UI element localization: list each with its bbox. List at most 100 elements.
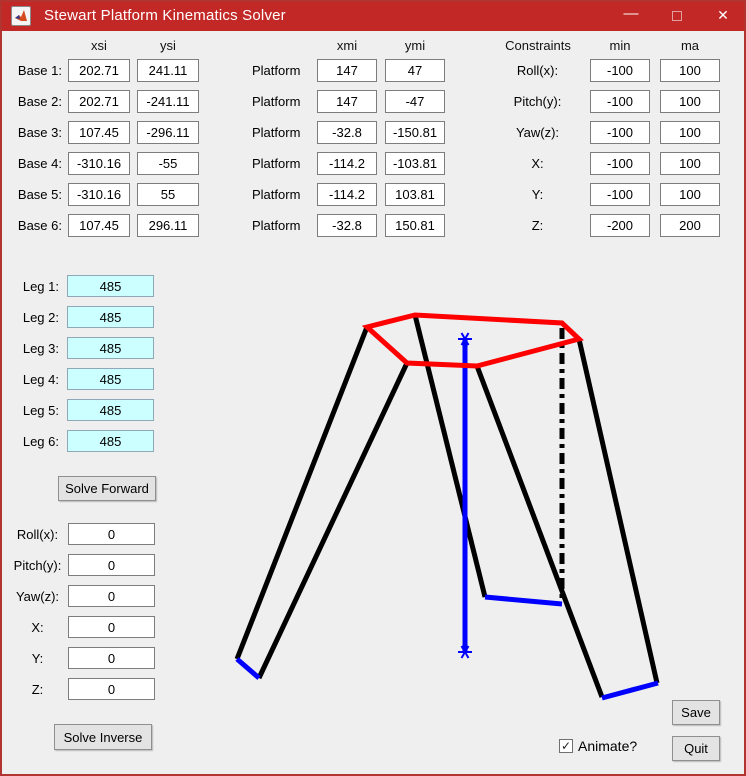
- base-row: Base 4:: [10, 152, 199, 175]
- constraint-max-input[interactable]: [660, 59, 720, 82]
- header-xmi: xmi: [336, 38, 358, 53]
- platform-xmi-input[interactable]: [317, 152, 377, 175]
- platform-row-label: Platform: [252, 187, 301, 202]
- window-title: Stewart Platform Kinematics Solver: [44, 7, 286, 24]
- constraint-row-label: Y:: [531, 187, 544, 202]
- platform-row: Platform: [252, 90, 445, 113]
- close-button[interactable]: ✕: [700, 2, 744, 31]
- constraint-min-input[interactable]: [590, 214, 650, 237]
- base-row-label: Base 3:: [17, 125, 62, 140]
- base-xsi-input[interactable]: [68, 152, 130, 175]
- platform-xmi-input[interactable]: [317, 59, 377, 82]
- leg-length-input[interactable]: [67, 337, 154, 359]
- constraint-max-input[interactable]: [660, 90, 720, 113]
- leg-row: Leg 2:: [10, 306, 154, 328]
- constraint-min-input[interactable]: [590, 90, 650, 113]
- base-row: Base 6:: [10, 214, 199, 237]
- platform-row-label: Platform: [252, 218, 301, 233]
- constraint-row: Y:: [490, 183, 720, 206]
- platform-ymi-input[interactable]: [385, 90, 445, 113]
- constraint-row-label: Z:: [531, 218, 544, 233]
- leg-length-input[interactable]: [67, 306, 154, 328]
- constraints-section: Roll(x): Pitch(y): Yaw(z): X: Y: Z:: [490, 59, 720, 245]
- leg-length-input[interactable]: [67, 430, 154, 452]
- leg-row-label: Leg 4:: [22, 371, 59, 387]
- platform-ring: [361, 312, 584, 369]
- animate-label: Animate?: [578, 738, 638, 754]
- pose-value-input[interactable]: [68, 554, 155, 576]
- leg-length-input[interactable]: [67, 399, 154, 421]
- animate-checkbox[interactable]: ✓: [559, 739, 573, 753]
- base-ysi-input[interactable]: [137, 214, 199, 237]
- leg-line: [256, 361, 410, 680]
- base-edge: [235, 657, 261, 680]
- base-ysi-input[interactable]: [137, 90, 199, 113]
- base-xsi-input[interactable]: [68, 59, 130, 82]
- base-edge: [484, 594, 563, 607]
- constraint-row: Roll(x):: [490, 59, 720, 82]
- base-xsi-input[interactable]: [68, 183, 130, 206]
- pose-value-input[interactable]: [68, 523, 155, 545]
- pose-row-label: Z:: [31, 681, 44, 697]
- base-row-label: Base 2:: [17, 94, 62, 109]
- constraint-max-input[interactable]: [660, 214, 720, 237]
- header-constraints: Constraints: [505, 38, 571, 53]
- checkmark-icon: ✓: [560, 739, 572, 753]
- matlab-icon: [11, 5, 31, 26]
- platform-ymi-input[interactable]: [385, 152, 445, 175]
- quit-button[interactable]: Quit: [672, 736, 720, 761]
- constraint-min-input[interactable]: [590, 59, 650, 82]
- base-edge: [601, 680, 659, 701]
- leg-length-input[interactable]: [67, 368, 154, 390]
- pose-value-input[interactable]: [68, 585, 155, 607]
- pose-value-input[interactable]: [68, 616, 155, 638]
- constraint-min-input[interactable]: [590, 121, 650, 144]
- base-xsi-input[interactable]: [68, 121, 130, 144]
- platform-xmi-input[interactable]: [317, 121, 377, 144]
- pose-row: Yaw(z):: [10, 585, 155, 607]
- solve-inverse-button[interactable]: Solve Inverse: [54, 724, 152, 750]
- pose-value-input[interactable]: [68, 678, 155, 700]
- constraint-row: Z:: [490, 214, 720, 237]
- constraint-max-input[interactable]: [660, 183, 720, 206]
- platform-ymi-input[interactable]: [385, 183, 445, 206]
- platform-ymi-input[interactable]: [385, 59, 445, 82]
- platform-xmi-input[interactable]: [317, 90, 377, 113]
- base-row-label: Base 6:: [17, 218, 62, 233]
- leg-row-label: Leg 2:: [22, 309, 59, 325]
- constraint-min-input[interactable]: [590, 183, 650, 206]
- constraint-max-input[interactable]: [660, 121, 720, 144]
- base-ysi-input[interactable]: [137, 59, 199, 82]
- base-ysi-input[interactable]: [137, 152, 199, 175]
- strut-end-marker: [458, 645, 472, 659]
- base-ysi-input[interactable]: [137, 183, 199, 206]
- constraint-min-input[interactable]: [590, 152, 650, 175]
- header-max: ma: [680, 38, 700, 53]
- pose-row-label: X:: [31, 619, 44, 635]
- leg-line: [234, 326, 370, 660]
- leg-row-label: Leg 1:: [22, 278, 59, 294]
- platform-ymi-input[interactable]: [385, 121, 445, 144]
- constraint-row-label: X:: [531, 156, 544, 171]
- leg-length-input[interactable]: [67, 275, 154, 297]
- solve-forward-button[interactable]: Solve Forward: [58, 476, 156, 501]
- maximize-button[interactable]: [654, 2, 700, 31]
- constraint-row: X:: [490, 152, 720, 175]
- base-xsi-input[interactable]: [68, 214, 130, 237]
- base-row-label: Base 5:: [17, 187, 62, 202]
- pose-row: Y:: [10, 647, 155, 669]
- minimize-button[interactable]: —: [608, 2, 654, 31]
- constraint-max-input[interactable]: [660, 152, 720, 175]
- pose-row-label: Roll(x):: [16, 526, 59, 542]
- pose-value-input[interactable]: [68, 647, 155, 669]
- base-ysi-input[interactable]: [137, 121, 199, 144]
- platform-xmi-input[interactable]: [317, 214, 377, 237]
- platform-xmi-input[interactable]: [317, 183, 377, 206]
- pose-row-label: Pitch(y):: [13, 557, 62, 573]
- leg-line: [412, 314, 488, 598]
- constraint-row: Yaw(z):: [490, 121, 720, 144]
- platform-ymi-input[interactable]: [385, 214, 445, 237]
- base-xsi-input[interactable]: [68, 90, 130, 113]
- save-button[interactable]: Save: [672, 700, 720, 725]
